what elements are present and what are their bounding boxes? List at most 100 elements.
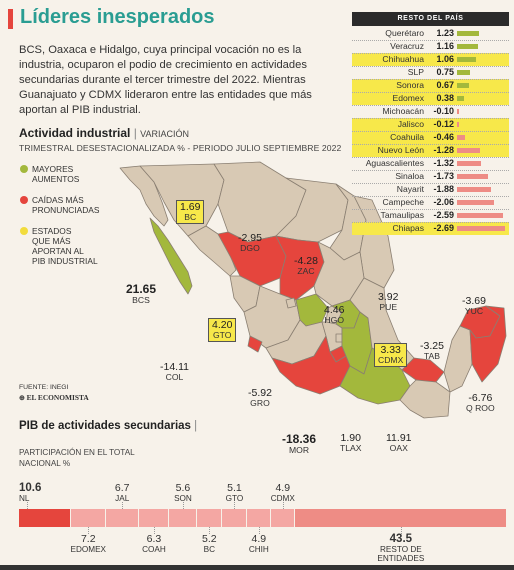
table-row: Nuevo León -1.28 — [352, 144, 509, 157]
pib-segment — [19, 509, 71, 527]
row-highlight — [352, 131, 509, 144]
pib-tick — [258, 527, 260, 534]
label-bc: 1.69 BC — [176, 200, 205, 224]
row-value: 1.06 — [436, 54, 454, 64]
row-value: -2.06 — [433, 197, 454, 207]
row-state-name: Aguascalientes — [365, 158, 424, 168]
row-value: -2.69 — [433, 223, 454, 233]
row-value: 0.38 — [436, 93, 454, 103]
row-state-name: Tamaulipas — [380, 210, 424, 220]
bottom-rule — [0, 565, 514, 570]
table-row: SLP 0.75 — [352, 66, 509, 79]
row-value: 0.75 — [436, 67, 454, 77]
row-state-name: Chihuahua — [382, 54, 424, 64]
table-row: Sinaloa -1.73 — [352, 170, 509, 183]
pib-category: CHIH — [248, 545, 269, 554]
row-highlight — [352, 118, 509, 131]
row-value: 0.67 — [436, 80, 454, 90]
pib-value: 43.5 — [389, 533, 413, 545]
label-mor: -18.36 MOR — [282, 432, 317, 455]
state-campeche — [443, 325, 473, 393]
row-divider — [352, 222, 509, 223]
pib-value: 4.9 — [275, 482, 291, 494]
page-title: Líderes inesperados — [20, 6, 215, 28]
pib-tick — [153, 527, 155, 534]
label-oax: 11.91 OAX — [386, 432, 412, 453]
pib-category: BC — [203, 545, 215, 554]
table-row: Chiapas -2.69 — [352, 222, 509, 235]
pib-tick — [234, 502, 236, 509]
pib-label: 4.9 CHIH — [234, 534, 284, 555]
label-pue: 3.92 PUE — [378, 291, 399, 312]
pib-segment — [246, 509, 271, 527]
pib-tick — [182, 502, 184, 509]
label-col: -14.11 COL — [160, 361, 189, 382]
table-row: Veracruz 1.16 — [352, 40, 509, 53]
table-row: Jalisco -0.12 — [352, 118, 509, 131]
pib-category: JAL — [115, 494, 130, 503]
row-value: -2.59 — [433, 210, 454, 220]
table-row: Sonora 0.67 — [352, 79, 509, 92]
pib-label: 43.5 RESTO DE ENTIDADES — [356, 533, 446, 563]
row-state-name: Sinaloa — [395, 171, 424, 181]
title-accent — [8, 9, 13, 29]
label-bcs: 21.65 BCS — [126, 282, 157, 305]
row-value: -1.88 — [433, 184, 454, 194]
pib-label: 5.1 GTO — [209, 482, 259, 504]
row-state-name: Jalisco — [397, 119, 424, 129]
pib-segment — [138, 509, 170, 527]
row-highlight — [352, 79, 509, 92]
row-divider — [352, 66, 509, 67]
row-divider — [352, 209, 509, 210]
row-value: 1.23 — [436, 28, 454, 38]
pib-tick — [88, 527, 90, 534]
state-gro — [271, 335, 351, 395]
legend-label-top-contributors: ESTADOS QUE MÁS APORTAN AL PIB INDUSTRIAL — [32, 226, 98, 266]
row-highlight — [352, 53, 509, 66]
pib-value: 5.1 — [227, 482, 242, 494]
pib-value: 7.2 — [80, 533, 96, 545]
pib-tick — [400, 527, 402, 534]
brand-label: ⊕ EL ECONOMISTA — [19, 393, 89, 402]
row-bar — [457, 226, 505, 231]
legend-dot-green — [20, 165, 28, 173]
pib-label: 5.6 SON — [158, 483, 208, 504]
pib-category: EDOMEX — [70, 545, 107, 554]
state-sinaloa — [187, 225, 237, 277]
pib-label: 6.7 JAL — [97, 482, 147, 504]
table-row: Aguascalientes -1.32 — [352, 157, 509, 170]
row-bar — [457, 44, 478, 49]
pib-segment — [169, 509, 197, 527]
pib-segment — [70, 509, 106, 527]
row-bar — [457, 187, 491, 192]
legend-dot-yellow — [20, 227, 28, 235]
section-title: Actividad industrial | VARIACIÓN — [19, 126, 190, 140]
table-row: Chihuahua 1.06 — [352, 53, 509, 66]
row-bar — [457, 122, 460, 127]
row-divider — [352, 92, 509, 93]
pib-label: 4.9 CDMX — [258, 482, 308, 504]
row-bar — [457, 213, 504, 218]
row-state-name: Nayarit — [396, 184, 424, 194]
label-cdmx: 3.33 CDMX — [374, 343, 408, 367]
row-bar — [457, 200, 494, 205]
row-divider — [352, 196, 509, 197]
row-divider — [352, 144, 509, 145]
row-bar — [457, 161, 481, 166]
pib-segment — [196, 509, 222, 527]
row-value: -1.32 — [433, 158, 454, 168]
pib-label: 7.2 EDOMEX — [63, 533, 113, 555]
pib-value: 6.3 — [146, 533, 162, 545]
pib-label: 5.2 BC — [184, 534, 234, 555]
row-bar — [457, 96, 464, 101]
table-row: Campeche -2.06 — [352, 196, 509, 209]
table-row: Tamaulipas -2.59 — [352, 209, 509, 222]
legend-label-drops: CAÍDAS MÁS PRONUNCIADAS — [32, 195, 100, 215]
label-hgo: 4.46 HGO — [324, 304, 345, 325]
source-label: FUENTE: INEGI — [19, 384, 69, 391]
legend-dot-red — [20, 196, 28, 204]
label-dgo: -2.95 DGO — [238, 232, 262, 253]
row-value: -0.12 — [433, 119, 454, 129]
pib-value: 6.7 — [114, 482, 130, 494]
row-state-name: Edomex — [392, 93, 424, 103]
